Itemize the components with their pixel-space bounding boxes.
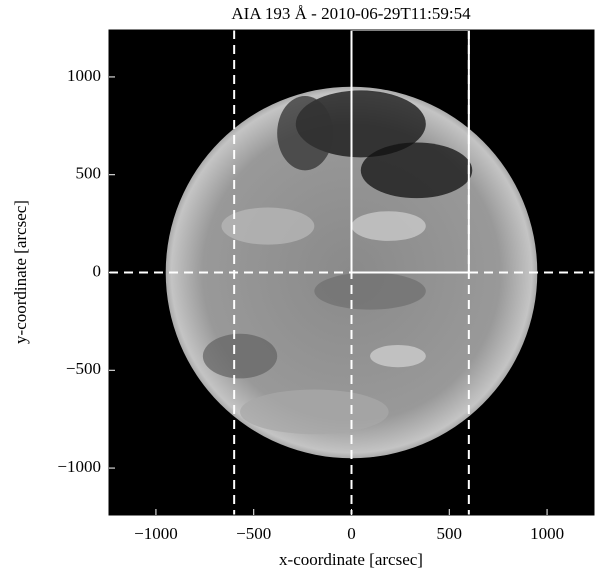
- disk-feature: [240, 389, 389, 435]
- highlight-box: [350, 30, 470, 274]
- y-tick-label: −500: [66, 359, 101, 378]
- disk-feature: [370, 344, 426, 368]
- y-tick-label: −1000: [57, 457, 101, 476]
- y-tick-label: 1000: [67, 66, 101, 85]
- disk-feature: [360, 142, 473, 199]
- chart-title: AIA 193 Å - 2010-06-29T11:59:54: [231, 4, 471, 23]
- disk-feature: [351, 211, 426, 241]
- x-tick-label: 0: [347, 524, 356, 543]
- y-tick-label: 500: [76, 164, 102, 183]
- x-axis-label: x-coordinate [arcsec]: [279, 550, 423, 569]
- disk-feature: [202, 333, 278, 379]
- x-tick-label: 1000: [530, 524, 564, 543]
- x-tick-label: −500: [236, 524, 271, 543]
- disk-feature: [221, 207, 315, 245]
- x-tick-label: −1000: [134, 524, 178, 543]
- disk-feature: [277, 96, 333, 171]
- y-axis-label: y-coordinate [arcsec]: [11, 200, 30, 344]
- disk-feature: [314, 272, 426, 310]
- x-tick-label: 500: [437, 524, 463, 543]
- y-tick-label: 0: [93, 261, 102, 280]
